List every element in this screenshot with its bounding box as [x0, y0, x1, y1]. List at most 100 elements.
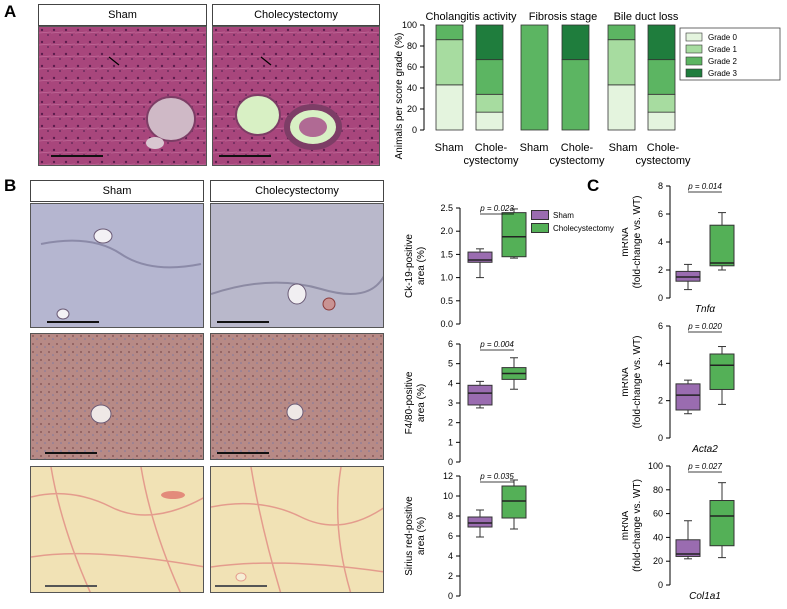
a-ytick-label-5: 100	[402, 20, 417, 30]
x-label-a-6: Sham	[609, 142, 638, 154]
a-bar-g0-c1-s0	[475, 111, 504, 131]
x-label-a-0: Sham	[435, 142, 464, 154]
a-legend-label-3: Grade 3	[708, 69, 737, 78]
bp-ck19-ytick-label-5: 2.5	[440, 203, 453, 213]
bp-col1a1-box-0	[675, 539, 701, 557]
stacked-bar-chart-grades: Animals per score grade (%) 0 20 40 60 80 100…	[394, 11, 781, 167]
a-bar-g2-c1-s3	[647, 24, 676, 61]
a-bar-g0-c1-s3	[475, 24, 504, 61]
a-ytick-label-1: 20	[407, 104, 417, 114]
bp-tnfa-ylabel-1: (fold-change vs. WT)	[632, 196, 643, 289]
micrograph-he-sham	[38, 26, 207, 166]
bp-col1a1-box-1	[709, 500, 735, 547]
boxplot-col1a1: 0 20 40 60 80 100 p = 0.027 mRNA (fold-change vs…	[622, 461, 735, 602]
micrograph-ck19-chole	[210, 203, 384, 328]
legend-swatch-sham	[531, 210, 549, 220]
bp-tnfa-box-1	[709, 224, 735, 267]
bp-f480-ytick-label-5: 5	[448, 359, 453, 369]
bp-tnfa-ylabel-0: mRNA	[622, 227, 631, 257]
legend-panel-b: Sham Cholecystectomy	[531, 210, 614, 233]
a-legend-label-0: Grade 0	[708, 33, 737, 42]
header-sham-b: Sham	[30, 180, 204, 202]
a-legend-swatch-1	[685, 44, 703, 54]
boxplot-acta2: 0 2 4 6 p = 0.020 mRNA (fold-change vs. WT) Act…	[622, 321, 735, 455]
bp-tnfa-ytick-label-1: 2	[658, 265, 663, 275]
bp-acta2-gene-label: Acta2	[691, 444, 718, 455]
bp-sirius-ytick-label-5: 10	[443, 491, 453, 501]
bp-ck19-box-1	[501, 212, 527, 258]
x-label-a-2: cystectomy	[463, 155, 519, 167]
bp-ck19-ylabel-1: area (%)	[416, 247, 427, 285]
legend-swatch-cholecystectomy	[531, 223, 549, 233]
x-label-a-5: cystectomy	[549, 155, 605, 167]
micrograph-f480-sham	[30, 333, 204, 460]
bp-tnfa-ytick-label-4: 8	[658, 181, 663, 191]
bp-ck19-pvalue: p = 0.023	[479, 204, 514, 213]
bp-ck19-ytick-label-3: 1.5	[440, 249, 453, 259]
bp-col1a1-ylabel-1: (fold-change vs. WT)	[632, 479, 643, 572]
bp-col1a1-ylabel-0: mRNA	[622, 510, 631, 540]
micrograph-ck19-sham	[30, 203, 204, 328]
a-bar-g0-c0-s0	[435, 84, 464, 131]
bp-sirius-pvalue: p = 0.035	[479, 472, 514, 481]
a-ytick-label-3: 60	[407, 62, 417, 72]
bp-tnfa-ytick-label-2: 4	[658, 237, 663, 247]
x-label-a-8: cystectomy	[635, 155, 691, 167]
a-bar-g2-c0-s2	[607, 24, 636, 41]
bp-sirius-ytick-label-0: 0	[448, 591, 453, 601]
x-label-a-4: Chole-	[561, 142, 594, 154]
panel-letter-b: B	[4, 176, 17, 195]
bp-tnfa-ytick-label-3: 6	[658, 209, 663, 219]
bp-col1a1-ytick-label-1: 20	[653, 556, 663, 566]
bp-f480-ytick-label-1: 1	[448, 437, 453, 447]
bp-f480-ytick-label-6: 6	[448, 339, 453, 349]
bp-f480-ylabel-1: area (%)	[416, 384, 427, 422]
bp-f480-ytick-label-0: 0	[448, 457, 453, 467]
a-bar-g0-c0-s2	[435, 24, 464, 41]
bp-col1a1-ytick-label-5: 100	[648, 461, 663, 471]
micrograph-f480-chole	[210, 333, 384, 460]
micrograph-siriusred-chole	[210, 466, 384, 593]
a-legend-label-1: Grade 1	[708, 45, 737, 54]
bp-acta2-ytick-label-2: 4	[658, 358, 663, 368]
boxplot-tnfa: 0 2 4 6 8 p = 0.014 mRNA (fold-change vs. WT) Tn…	[622, 181, 735, 315]
bp-f480-ytick-label-4: 4	[448, 378, 453, 388]
group-title-cholangitis: Cholangitis activity	[425, 11, 517, 23]
bp-sirius-ylabel-0: Sirius red-positive	[404, 496, 415, 576]
a-bar-g2-c0-s1	[607, 39, 636, 86]
bp-f480-ytick-label-3: 3	[448, 398, 453, 408]
a-legend-swatch-3	[685, 68, 703, 78]
a-ytick-label-2: 40	[407, 83, 417, 93]
bp-acta2-ytick-label-1: 2	[658, 396, 663, 406]
a-legend-swatch-0	[685, 32, 703, 42]
bp-acta2-ytick-label-3: 6	[658, 321, 663, 331]
a-bar-g2-c1-s2	[647, 59, 676, 95]
a-ytick-label-4: 80	[407, 41, 417, 51]
bp-sirius-ytick-label-4: 8	[448, 511, 453, 521]
bp-col1a1-ytick-label-4: 80	[653, 485, 663, 495]
a-bar-g0-c0-s1	[435, 39, 464, 86]
a-ytick-label-0: 0	[412, 125, 417, 135]
bp-col1a1-ytick-label-0: 0	[658, 580, 663, 590]
bp-acta2-box-0	[675, 383, 701, 411]
boxplot-ck19: 0.0 0.5 1.0 1.5 2.0 2.5 p = 0.023 Ck-19-positiv…	[404, 203, 527, 329]
a-legend-swatch-2	[685, 56, 703, 66]
bp-sirius-ytick-label-1: 2	[448, 571, 453, 581]
legend-label-cholecystectomy: Cholecystectomy	[553, 223, 614, 233]
group-title-bile-duct-loss: Bile duct loss	[614, 11, 679, 23]
bp-f480-pvalue: p = 0.004	[479, 340, 514, 349]
bp-ck19-ytick-label-2: 1.0	[440, 273, 453, 283]
bp-ck19-ytick-label-0: 0.0	[440, 319, 453, 329]
bp-col1a1-pvalue: p = 0.027	[687, 462, 722, 471]
bp-tnfa-ytick-label-0: 0	[658, 293, 663, 303]
bp-acta2-ylabel-1: (fold-change vs. WT)	[632, 336, 643, 429]
bp-sirius-ytick-label-6: 12	[443, 471, 453, 481]
a-bar-g2-c0-s0	[607, 84, 636, 131]
bp-acta2-ytick-label-0: 0	[658, 433, 663, 443]
micrograph-he-chole	[212, 26, 380, 166]
bp-ck19-ytick-label-4: 2.0	[440, 226, 453, 236]
bp-ck19-ylabel-0: Ck-19-positive	[404, 234, 415, 298]
group-title-fibrosis: Fibrosis stage	[529, 11, 597, 23]
a-legend-label-2: Grade 2	[708, 57, 737, 66]
boxplot-sirius: 0 2 4 6 8 10 12 p = 0.035 Sirius red-positive are…	[404, 471, 527, 601]
